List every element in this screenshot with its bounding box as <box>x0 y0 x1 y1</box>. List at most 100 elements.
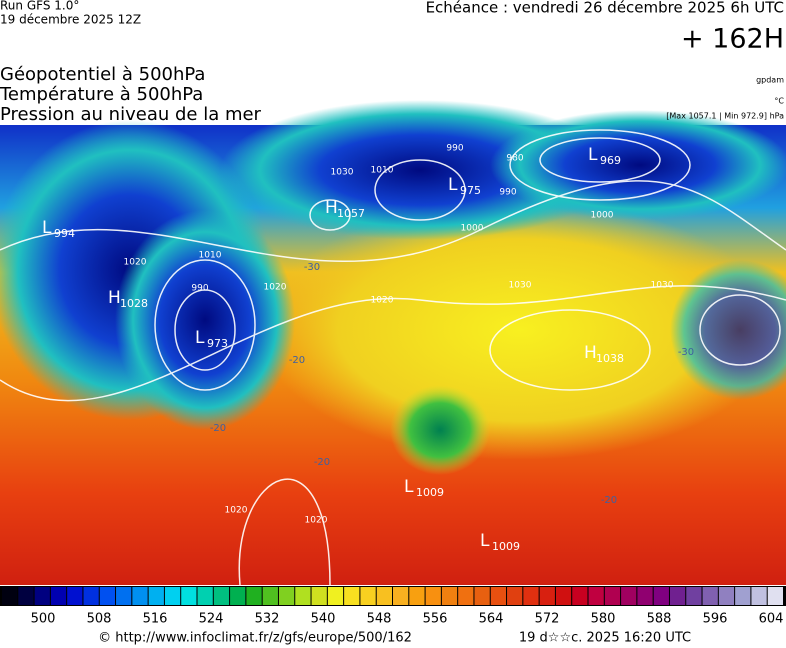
pressure-center-letter: L <box>42 218 52 238</box>
colorbar-swatch <box>604 587 621 605</box>
pressure-center-letter: H <box>325 198 338 218</box>
temperature-label: -30 <box>678 347 694 358</box>
pressure-center-value: 1057 <box>337 207 365 220</box>
colorbar-swatch <box>458 587 474 605</box>
colorbar-swatch <box>99 587 116 605</box>
colorbar-swatch <box>425 587 441 605</box>
isobar-label: 1030 <box>331 168 354 178</box>
isobar-label: 990 <box>446 144 463 154</box>
isobar-label: 1030 <box>651 281 674 291</box>
colorbar-label: 540 <box>311 612 336 627</box>
colorbar-swatch <box>148 587 164 605</box>
pressure-center-value: 1028 <box>120 297 148 310</box>
layer: Géopotentiel à 500hPa <box>0 64 205 85</box>
temperature-label: -20 <box>601 495 617 506</box>
colorbar-swatch <box>34 587 50 605</box>
isobar-label: 1030 <box>509 281 532 291</box>
pressure-center-letter: L <box>588 145 598 165</box>
pressure-center-letter: L <box>404 477 414 497</box>
colorbar-swatch <box>735 587 751 605</box>
colorbar-swatch <box>83 587 99 605</box>
isobar-label: 1000 <box>591 211 614 221</box>
colorbar-label: 548 <box>367 612 392 627</box>
pressure-center-letter: H <box>584 343 597 363</box>
colorbar-swatch <box>621 587 637 605</box>
isobar-label: 1020 <box>305 516 328 526</box>
colorbar-swatch <box>393 587 409 605</box>
pressure-center-value: 1038 <box>596 352 624 365</box>
isobar-label: 990 <box>191 284 208 294</box>
pressure-center-letter: L <box>448 175 458 195</box>
pressure-center-value: 975 <box>460 184 481 197</box>
colorbar-swatch <box>327 587 344 605</box>
unit: °C <box>774 97 784 106</box>
colorbar-label: 516 <box>143 612 168 627</box>
pressure-center-value: 994 <box>54 227 75 240</box>
colorbar-swatch <box>653 587 669 605</box>
pressure-center-letter: H <box>108 288 121 308</box>
colorbar-swatch <box>18 587 34 605</box>
pressure-center-letter: L <box>195 328 205 348</box>
colorbar-label: 564 <box>479 612 504 627</box>
colorbar-label: 500 <box>31 612 56 627</box>
layer: Pression au niveau de la mer <box>0 104 262 125</box>
colorbar-swatch <box>555 587 572 605</box>
map-field <box>0 100 786 586</box>
colorbar-label: 532 <box>255 612 280 627</box>
colorbar-swatch <box>702 587 718 605</box>
colorbar-label: 556 <box>423 612 448 627</box>
run: Run GFS 1.0° <box>0 0 79 13</box>
colorbar-swatch <box>539 587 555 605</box>
colorbar-label: 580 <box>591 612 616 627</box>
colorbar-swatch <box>751 587 767 605</box>
valid-time: Echéance : vendredi 26 décembre 2025 6h … <box>426 0 784 17</box>
colorbar-swatch <box>50 587 67 605</box>
pressure-center-value: 973 <box>207 337 228 350</box>
colorbar-swatch <box>181 587 197 605</box>
unit: gpdam <box>756 76 784 85</box>
pressure-center-value: 1009 <box>416 486 444 499</box>
colorbar-swatch <box>360 587 376 605</box>
pressure-center-value: 969 <box>600 154 621 167</box>
colorbar-swatch <box>507 587 523 605</box>
colorbar-swatch <box>67 587 83 605</box>
colorbar-swatch <box>295 587 311 605</box>
pressure-center-letter: L <box>480 531 490 551</box>
colorbar-swatch <box>344 587 360 605</box>
temperature-label: -20 <box>314 457 330 468</box>
colorbar-label: 524 <box>199 612 224 627</box>
colorbar-swatch <box>767 587 783 605</box>
layer: Température à 500hPa <box>0 84 203 105</box>
temperature-label: -20 <box>289 355 305 366</box>
isobar-label: 1010 <box>371 166 394 176</box>
colorbar-swatch <box>262 587 278 605</box>
colorbar-label: 588 <box>647 612 672 627</box>
colorbar-swatch <box>278 587 295 605</box>
colorbar-swatch <box>490 587 507 605</box>
colorbar-label: 604 <box>759 612 784 627</box>
isobar-label: 1000 <box>461 224 484 234</box>
isobar-label: 1020 <box>124 258 147 268</box>
colorbar-swatch <box>572 587 588 605</box>
temperature-label: -20 <box>210 423 226 434</box>
colorbar-swatch <box>409 587 425 605</box>
unit: [Max 1057.1 | Min 972.9] hPa <box>666 112 784 121</box>
isobar-label: 990 <box>499 188 516 198</box>
colorbar-swatch <box>230 587 246 605</box>
colorbar-swatch <box>197 587 213 605</box>
temperature-label: -30 <box>304 262 320 273</box>
run-date: 19 décembre 2025 12Z <box>0 13 141 27</box>
colorbar-swatch <box>523 587 539 605</box>
colorbar-swatch <box>2 587 18 605</box>
isobar-label: 980 <box>506 154 523 164</box>
colorbar-swatch <box>164 587 181 605</box>
colorbar-swatch <box>686 587 702 605</box>
colorbar-swatch <box>132 587 148 605</box>
colorbar-swatch <box>718 587 735 605</box>
colorbar-label: 572 <box>535 612 560 627</box>
isobar-label: 1020 <box>371 296 394 306</box>
colorbar-swatch <box>669 587 686 605</box>
colorbar-swatch <box>213 587 230 605</box>
colorbar-swatch <box>637 587 653 605</box>
